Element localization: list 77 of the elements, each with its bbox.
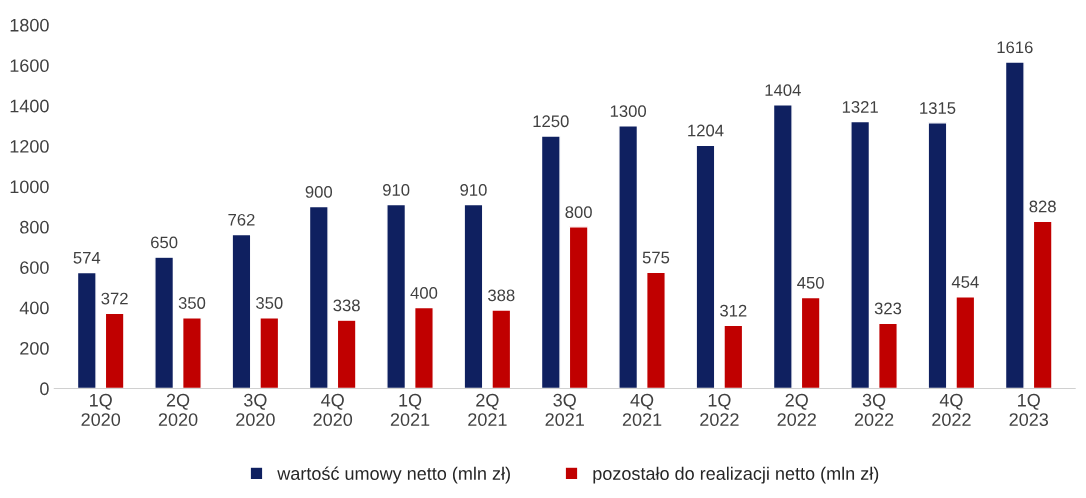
legend-label: pozostało do realizacji netto (mln zł) [593, 466, 879, 484]
data-label: 800 [565, 206, 592, 219]
data-label: 1616 [997, 41, 1033, 54]
bar [1004, 61, 1025, 389]
data-label: 1250 [533, 115, 569, 128]
y-tick-label: 0 [40, 382, 49, 396]
data-label: 1315 [920, 102, 956, 114]
bar [336, 319, 357, 389]
data-label: 388 [488, 289, 515, 302]
y-tick-label: 200 [20, 341, 49, 355]
y-tick-label: 1200 [10, 140, 49, 153]
data-label: 323 [874, 302, 902, 315]
bar [231, 233, 252, 389]
bar [646, 271, 666, 389]
bar [878, 322, 898, 389]
data-label: 574 [73, 252, 101, 264]
data-label: 900 [305, 186, 333, 198]
data-label: 372 [101, 292, 128, 305]
y-tick-label: 1000 [10, 180, 49, 194]
x-tick-label: 3Q 2020 [236, 393, 275, 427]
bar [491, 309, 512, 389]
bar [386, 203, 407, 389]
x-tick-label: 1Q 2022 [700, 393, 739, 427]
y-tick-label: 1400 [10, 99, 49, 113]
data-label: 910 [383, 184, 410, 196]
data-label: 650 [151, 236, 178, 249]
data-label: 350 [178, 297, 206, 309]
bar [413, 306, 434, 389]
bar [154, 256, 175, 389]
data-label: 1404 [765, 84, 801, 97]
y-tick-label: 1600 [10, 59, 49, 73]
data-label: 350 [256, 297, 283, 309]
x-tick-label: 2Q 2020 [158, 393, 198, 427]
bar [850, 120, 871, 389]
bar [1032, 220, 1053, 389]
bar [76, 271, 97, 389]
data-label: 400 [410, 287, 438, 299]
y-tick-label: 400 [19, 301, 49, 315]
data-label: 312 [720, 304, 747, 317]
data-label: 454 [951, 276, 979, 288]
bar [723, 324, 744, 389]
bar [181, 317, 202, 389]
bar [568, 226, 589, 389]
data-label: 1300 [610, 105, 647, 118]
x-tick-label: 3Q 2022 [854, 393, 894, 427]
legend-label: wartość umowy netto (mln zł) [277, 466, 510, 484]
data-label: 338 [333, 299, 360, 312]
bar [695, 144, 716, 389]
x-tick-label: 1Q 2021 [390, 393, 430, 427]
data-label: 575 [642, 251, 670, 264]
data-label: 450 [797, 276, 824, 289]
x-tick-label: 1Q 2020 [81, 393, 121, 427]
x-tick-label: 1Q 2023 [1009, 393, 1049, 427]
x-tick-label: 3Q 2021 [545, 393, 584, 427]
x-tick-label: 2Q 2021 [468, 393, 507, 427]
bar [259, 317, 280, 389]
bar [955, 296, 976, 389]
x-tick-label: 4Q 2021 [622, 393, 662, 427]
x-tick-label: 4Q 2020 [313, 393, 353, 427]
x-tick-label: 2Q 2022 [777, 393, 816, 427]
data-label: 1321 [842, 100, 878, 113]
bar [772, 104, 793, 389]
bar [618, 125, 639, 389]
bar [800, 296, 821, 389]
bar [540, 135, 561, 389]
y-tick-label: 1800 [10, 18, 49, 32]
bar [104, 312, 125, 389]
y-tick-label: 800 [20, 220, 49, 234]
data-label: 828 [1029, 200, 1056, 213]
bar [308, 205, 329, 389]
x-tick-label: 4Q 2022 [932, 393, 971, 427]
bar [927, 122, 948, 389]
data-label: 1204 [688, 124, 724, 137]
y-tick-label: 600 [20, 261, 49, 274]
data-label: 910 [460, 184, 487, 196]
bar [463, 203, 484, 389]
data-label: 762 [228, 213, 255, 226]
